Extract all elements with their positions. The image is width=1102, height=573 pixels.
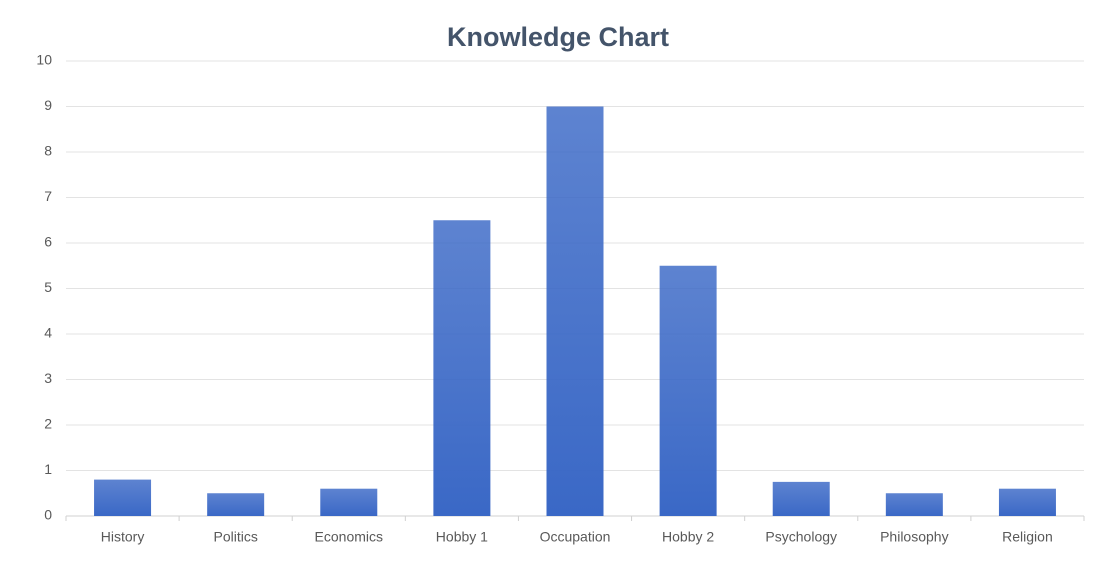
y-tick-label: 4 [44,325,52,341]
bar [772,481,830,516]
bar [433,220,491,516]
x-tick-label: Economics [315,529,383,545]
x-tick-label: Hobby 2 [662,529,714,545]
x-tick-label: Occupation [540,529,611,545]
y-tick-label: 3 [44,370,52,386]
bar [998,488,1056,516]
y-tick-label: 9 [44,97,52,113]
bar [207,493,265,516]
y-tick-label: 6 [44,234,52,250]
y-tick-label: 7 [44,188,52,204]
y-tick-label: 5 [44,279,52,295]
x-tick-label: Hobby 1 [436,529,488,545]
bar [94,479,152,516]
y-tick-label: 0 [44,507,52,523]
x-tick-label: Religion [1002,529,1053,545]
y-tick-label: 2 [44,416,52,432]
x-tick-label: History [101,529,145,545]
chart-title: Knowledge Chart [447,22,669,52]
y-tick-label: 10 [36,52,52,68]
bar [885,493,943,516]
x-tick-label: Psychology [765,529,837,545]
bar [659,265,717,516]
y-tick-label: 8 [44,143,52,159]
bar [320,488,378,516]
x-tick-label: Philosophy [880,529,949,545]
x-tick-label: Politics [213,529,257,545]
bar [546,106,604,516]
y-tick-label: 1 [44,461,52,477]
